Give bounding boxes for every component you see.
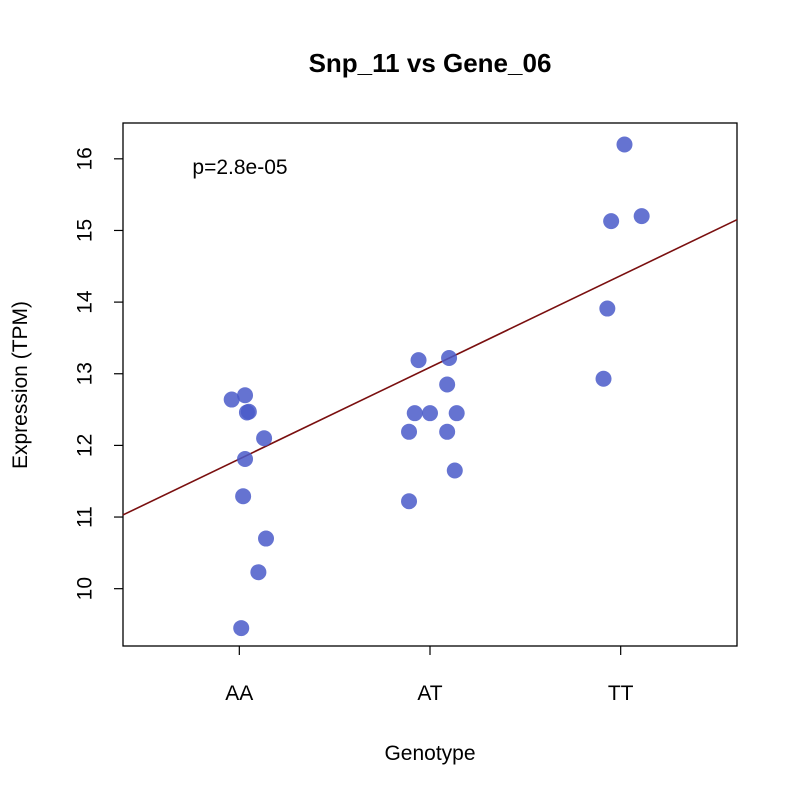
data-point <box>446 462 463 479</box>
x-axis-label: Genotype <box>384 742 475 765</box>
data-point <box>599 300 616 317</box>
data-point <box>237 387 254 404</box>
regression-line-group <box>122 218 738 516</box>
data-point <box>422 405 438 422</box>
data-point <box>633 208 650 225</box>
data-point <box>401 423 418 440</box>
data-point <box>238 404 255 421</box>
y-tick-label: 10 <box>74 577 97 600</box>
data-point <box>237 451 254 468</box>
x-tick-label: TT <box>608 682 634 705</box>
y-tick-label: 13 <box>74 362 97 385</box>
y-tick-label: 11 <box>74 506 97 528</box>
data-point <box>256 430 273 447</box>
data-point <box>223 391 240 408</box>
y-tick-label: 12 <box>74 434 97 457</box>
data-point <box>401 493 418 510</box>
y-axis: 10 11 12 13 14 15 16 <box>74 147 123 600</box>
data-point <box>439 376 456 393</box>
p-value-annotation: p=2.8e-05 <box>192 156 287 179</box>
y-tick-label: 15 <box>74 219 97 242</box>
data-points <box>223 136 650 637</box>
y-axis-label: Expression (TPM) <box>9 301 32 469</box>
data-point <box>258 530 275 547</box>
data-point <box>439 423 456 440</box>
x-tick-label: AT <box>417 682 442 705</box>
data-point <box>250 564 267 581</box>
y-tick-label: 16 <box>74 147 97 170</box>
chart-title: Snp_11 vs Gene_06 <box>309 48 552 78</box>
data-point <box>441 349 458 366</box>
data-point <box>406 405 423 422</box>
data-point <box>616 136 633 153</box>
data-point <box>233 620 250 637</box>
y-tick-label: 14 <box>74 290 97 314</box>
data-point <box>603 213 620 230</box>
plot-frame <box>122 122 738 647</box>
data-point <box>448 405 465 422</box>
data-point <box>235 488 252 505</box>
x-axis: AA AT TT <box>225 646 634 705</box>
data-point <box>410 352 427 369</box>
data-point <box>595 370 612 387</box>
regression-line <box>122 218 738 516</box>
x-tick-label: AA <box>225 682 253 705</box>
